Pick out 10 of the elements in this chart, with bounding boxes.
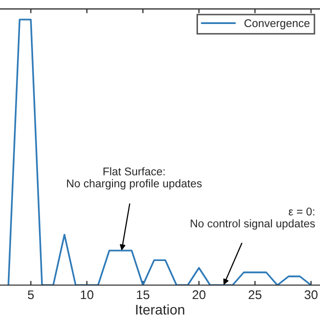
x-tick-label: 15 <box>136 290 150 300</box>
legend-label: Convergence <box>244 19 310 30</box>
x-tick-label: 30 <box>304 290 318 300</box>
annotation: ε = 0: No control signal updates <box>190 208 315 230</box>
x-tick-label: 20 <box>192 290 206 300</box>
annotation: Flat Surface: No charging profile updates <box>67 167 202 190</box>
x-axis-title: Iteration <box>136 304 184 315</box>
x-tick-label: 5 <box>28 290 34 300</box>
x-tick-label: 25 <box>248 290 262 300</box>
x-tick-label: 10 <box>80 290 94 300</box>
